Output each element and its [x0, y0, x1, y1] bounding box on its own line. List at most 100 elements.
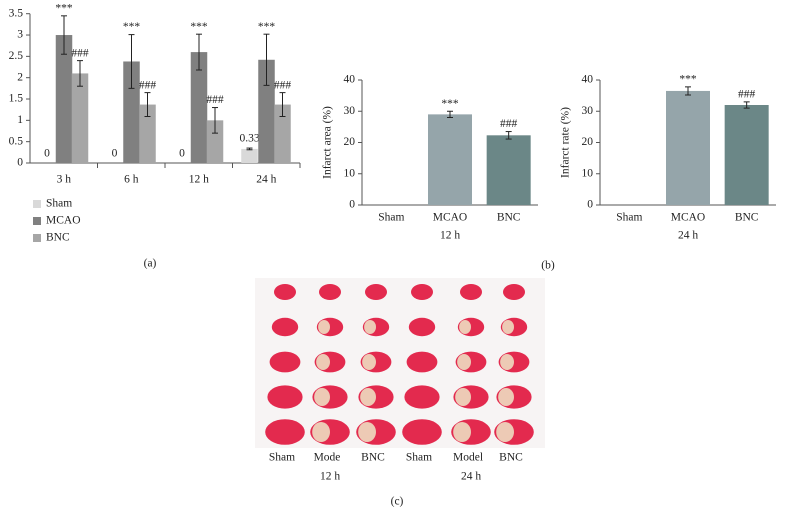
infarct — [459, 320, 471, 334]
infarct — [453, 422, 471, 442]
photo-column-label: Sham — [269, 452, 295, 464]
legend-label: Sham — [46, 198, 72, 210]
panel-label: (a) — [144, 258, 157, 270]
bar — [486, 135, 531, 205]
significance-mark: ### — [139, 79, 157, 91]
photo-column-label: Mode — [314, 452, 341, 464]
brain-slice — [274, 284, 296, 300]
brain-slice — [408, 317, 436, 337]
brain-slice — [402, 419, 442, 445]
bar — [55, 35, 73, 163]
x-tick-label: Sham — [616, 212, 642, 224]
infarct — [316, 354, 330, 370]
infarct — [362, 354, 376, 370]
brain-slice — [269, 351, 301, 373]
y-tick-label: 3.5 — [9, 7, 24, 19]
infarct — [364, 320, 376, 334]
x-tick-label: BNC — [735, 212, 759, 224]
x-axis-label: 24 h — [678, 230, 698, 242]
brain-slice — [503, 284, 525, 300]
significance-mark: *** — [441, 98, 459, 110]
bar — [428, 114, 472, 205]
y-tick-label: 0 — [17, 157, 23, 169]
brain-slice — [406, 351, 438, 373]
brain-slice — [411, 284, 433, 300]
brain-slice — [460, 284, 482, 300]
legend-label: MCAO — [46, 215, 81, 227]
significance-mark: ### — [206, 94, 224, 106]
bar — [190, 52, 208, 163]
brain-slice — [365, 284, 387, 300]
y-tick-label: 1.5 — [9, 93, 24, 105]
y-tick-label: 0 — [349, 199, 355, 211]
photo-column-label: BNC — [499, 452, 523, 464]
y-tick-label: 1 — [17, 114, 23, 126]
legend-swatch — [33, 234, 41, 242]
significance-mark: *** — [258, 21, 276, 33]
infarct — [455, 388, 471, 406]
bar — [274, 104, 291, 163]
x-axis-label: 12 h — [440, 230, 460, 242]
y-tick-label: 30 — [344, 105, 356, 117]
infarct — [500, 354, 514, 370]
x-tick-label: Sham — [378, 212, 404, 224]
significance-mark: ### — [500, 118, 518, 130]
legend-swatch — [33, 200, 41, 208]
bar — [724, 105, 769, 205]
brain-slice — [404, 385, 440, 409]
photo-column-label: Sham — [406, 452, 432, 464]
infarct — [502, 320, 514, 334]
x-tick-label: BNC — [497, 212, 521, 224]
legend-swatch — [33, 217, 41, 225]
bar — [258, 59, 275, 163]
y-tick-label: 40 — [582, 74, 594, 86]
bar — [241, 148, 258, 163]
y-tick-label: 0 — [587, 199, 593, 211]
y-axis-label: Infarct area (%) — [322, 106, 334, 179]
significance-mark: *** — [679, 74, 697, 86]
x-tick-label: 6 h — [124, 174, 139, 186]
bar — [139, 104, 156, 163]
value-label: 0 — [179, 148, 185, 160]
value-label: 0 — [112, 148, 118, 160]
photo-group-label: 12 h — [320, 471, 340, 483]
x-tick-label: 24 h — [256, 174, 276, 186]
infarct — [360, 388, 376, 406]
y-tick-label: 20 — [582, 136, 594, 148]
significance-mark: ### — [738, 89, 756, 101]
bar — [123, 61, 140, 164]
brain-slice — [267, 385, 303, 409]
y-axis-label: Infarct rate (%) — [560, 107, 572, 178]
value-label: 0 — [44, 148, 50, 160]
x-tick-label: 12 h — [189, 174, 209, 186]
x-tick-label: MCAO — [433, 212, 468, 224]
legend-label: BNC — [46, 232, 70, 244]
value-label: 0.33 — [239, 133, 259, 145]
panel-label: (c) — [391, 496, 404, 508]
infarct — [318, 320, 330, 334]
bar — [71, 73, 89, 163]
infarct — [312, 422, 330, 442]
significance-mark: *** — [55, 2, 73, 14]
brain-slice — [319, 284, 341, 300]
x-tick-label: MCAO — [671, 212, 706, 224]
y-tick-label: 10 — [582, 167, 594, 179]
y-tick-label: 10 — [344, 167, 356, 179]
y-tick-label: 2 — [17, 71, 23, 83]
y-tick-label: 0.5 — [9, 135, 24, 147]
significance-mark: ### — [274, 79, 292, 91]
infarct — [457, 354, 471, 370]
significance-mark: *** — [190, 21, 208, 33]
y-tick-label: 3 — [17, 29, 23, 41]
photo-bg — [255, 278, 545, 448]
photo-column-label: Model — [453, 452, 483, 464]
y-tick-label: 2.5 — [9, 50, 24, 62]
y-tick-label: 20 — [344, 136, 356, 148]
bar — [206, 120, 224, 163]
infarct — [496, 422, 514, 442]
y-tick-label: 40 — [344, 74, 356, 86]
brain-slice — [271, 317, 299, 337]
significance-mark: ### — [71, 47, 89, 59]
brain-photo — [255, 278, 545, 448]
